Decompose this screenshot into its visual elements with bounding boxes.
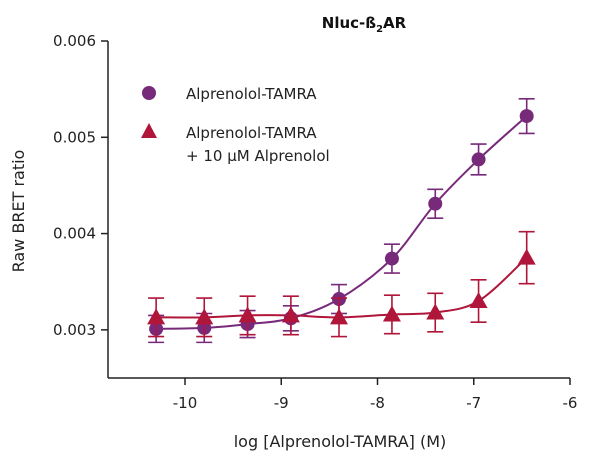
data-point-circle xyxy=(384,251,399,266)
x-axis-title: log [Alprenolol-TAMRA] (M) xyxy=(234,432,447,451)
data-point-triangle xyxy=(238,306,257,323)
chart-title-subscript: 2 xyxy=(376,24,383,35)
x-tick-label: -6 xyxy=(563,394,578,412)
data-point-circle xyxy=(519,109,534,124)
data-point-triangle xyxy=(382,305,401,322)
chart-title-main: Nluc-ß xyxy=(322,14,376,32)
x-tick-label: -9 xyxy=(274,394,289,412)
legend-label-series-2: Alprenolol-TAMRA xyxy=(186,124,317,142)
data-point-triangle xyxy=(426,303,445,320)
y-tick-label: 0.003 xyxy=(53,321,96,339)
data-point-circle xyxy=(471,152,486,167)
data-point-triangle xyxy=(469,291,488,308)
data-point-triangle xyxy=(147,308,166,325)
y-tick-label: 0.005 xyxy=(53,128,96,146)
chart-title: Nluc-ß2AR xyxy=(322,14,407,35)
legend-label-series-2-line2: + 10 µM Alprenolol xyxy=(186,147,330,165)
fit-curve-series-2 xyxy=(156,256,528,319)
legend-marker-circle xyxy=(142,86,156,100)
data-point-triangle xyxy=(330,308,348,325)
legend-label-series-1: Alprenolol-TAMRA xyxy=(186,85,317,103)
data-point-triangle xyxy=(517,248,536,265)
y-tick-label: 0.004 xyxy=(53,225,96,243)
axes: 0.003 0.004 0.005 0.006 -10 -9 -8 -7 -6 xyxy=(53,32,577,412)
legend-marker-triangle xyxy=(141,123,157,138)
x-tick-label: -7 xyxy=(466,394,481,412)
y-tick-label: 0.006 xyxy=(53,32,96,50)
x-tick-label: -8 xyxy=(370,394,385,412)
chart-title-tail: AR xyxy=(383,14,407,32)
x-tick-label: -10 xyxy=(173,394,198,412)
data-point-triangle xyxy=(281,306,300,323)
data-point-circle xyxy=(428,196,443,211)
legend: Alprenolol-TAMRA Alprenolol-TAMRA + 10 µ… xyxy=(141,85,330,165)
data-point-triangle xyxy=(195,308,214,325)
y-axis-title: Raw BRET ratio xyxy=(9,150,28,273)
data-marks xyxy=(147,97,536,344)
